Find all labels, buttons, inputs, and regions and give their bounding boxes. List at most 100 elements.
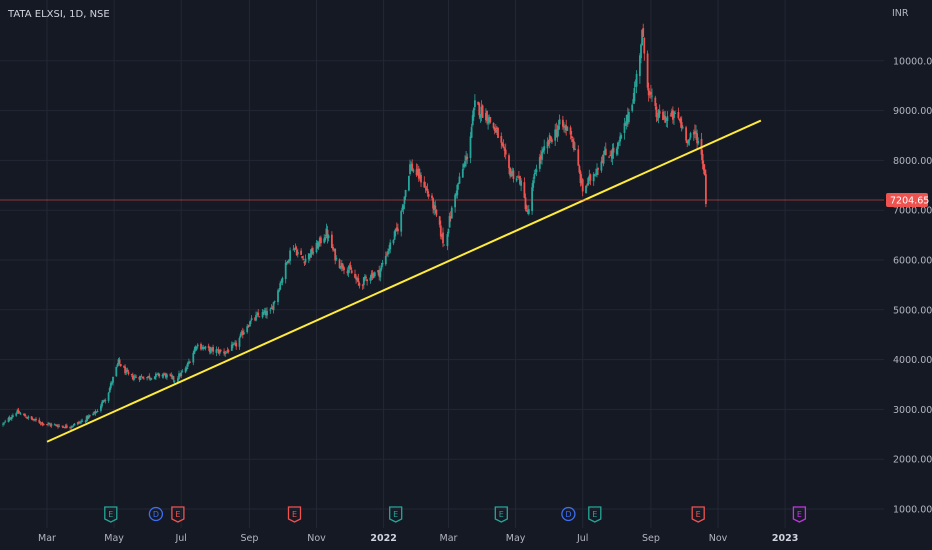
candle-body [296,251,299,255]
candle-body [48,423,51,425]
candle-body [623,123,626,133]
x-tick-label: May [506,533,526,544]
candle-body [41,422,44,425]
candle-body [581,179,584,192]
candle-body [458,176,461,184]
candle-body [117,359,120,365]
candle-body [332,246,334,250]
candle-body [261,311,264,318]
candle-body [7,417,10,422]
candle-body [241,331,244,336]
dividend-event-marker[interactable]: D [148,506,164,522]
candle-body [601,160,604,163]
candle-body [250,318,253,321]
earnings-event-marker[interactable]: E [494,506,508,523]
candle-body [133,377,135,380]
candle-body [273,301,276,302]
event-label: E [292,510,297,519]
earnings-event-marker[interactable]: E [691,506,705,523]
candle-body [185,367,188,370]
candle-body [388,249,390,252]
candle-body [63,427,66,429]
candle-body [254,318,256,320]
candle-body [412,169,415,172]
candle-body [424,186,427,188]
candle-body [235,342,238,347]
candle-body [372,274,375,277]
candle-body [73,423,76,426]
event-label: E [108,510,113,519]
candle-body [302,259,305,261]
price-axis[interactable]: 1000.00 2000.00 3000.00 4000.00 5000.00 6000.… [893,56,932,515]
candle-body [520,180,522,186]
candle-body [317,242,320,248]
candle-body [650,91,652,95]
candle-body [246,326,249,333]
candle-body [61,425,64,427]
candle-body [287,260,289,264]
candle-body [680,122,683,129]
candle-body [327,235,330,238]
earnings-event-marker[interactable]: E [588,506,602,523]
candle-body [153,376,156,380]
candle-body [325,228,328,237]
candle-body [633,88,636,102]
earnings-event-marker[interactable]: E [389,506,403,523]
candle-body [409,164,411,175]
candle-body [225,351,228,353]
candle-body [651,95,653,97]
candle-body [201,348,203,350]
trendline[interactable] [46,119,762,443]
last-price-tag-bg [886,193,928,208]
candle-body [17,409,20,414]
candle-body [696,133,698,144]
candle-body [71,426,74,427]
candle-body [240,331,243,334]
candle-body [641,29,643,46]
candle-body [569,127,572,135]
candle-body [94,411,97,414]
candle-body [288,259,290,262]
candle-body [628,112,630,123]
candle-body [80,421,82,423]
candle-body [609,155,612,156]
earnings-event-marker[interactable]: E [171,506,185,523]
candle-body [674,113,676,114]
candle-body [488,117,491,122]
earnings-event-marker[interactable]: E [104,506,118,523]
candle-body [585,186,587,194]
candle-body [156,373,158,375]
candle-body [662,111,664,120]
earnings-event-marker[interactable]: E [792,506,807,523]
y-tick-label: 7000.00 [893,206,932,217]
candle-body [30,416,33,419]
candle-body [89,415,91,417]
candle-body [461,169,464,178]
candle-body [119,363,122,367]
candle-body [269,309,272,311]
candle-body [277,290,279,302]
candle-body [301,256,304,259]
candle-body [371,273,374,278]
candle-body [538,157,541,169]
candle-body [12,415,14,418]
candle-body [278,290,280,292]
x-tick-label: Sep [240,533,258,544]
candle-body [531,187,533,211]
candle-body [200,344,202,350]
candle-body [347,269,350,274]
candle-body [169,374,172,376]
candle-body [640,44,642,59]
dividend-event-marker[interactable]: D [561,506,576,522]
time-axis[interactable]: Mar May Jul Sep Nov 2022 Mar May Jul Sep Nov 2023 [38,533,798,544]
candle-body [18,412,21,414]
candle-body [666,116,669,122]
y-tick-label: 1000.00 [893,505,932,516]
symbol-title[interactable]: TATA ELXSI, 1D, NSE [7,9,110,20]
candle-body [625,115,628,125]
candle-body [10,416,13,419]
candle-body [131,375,134,380]
earnings-event-marker[interactable]: E [287,506,302,523]
